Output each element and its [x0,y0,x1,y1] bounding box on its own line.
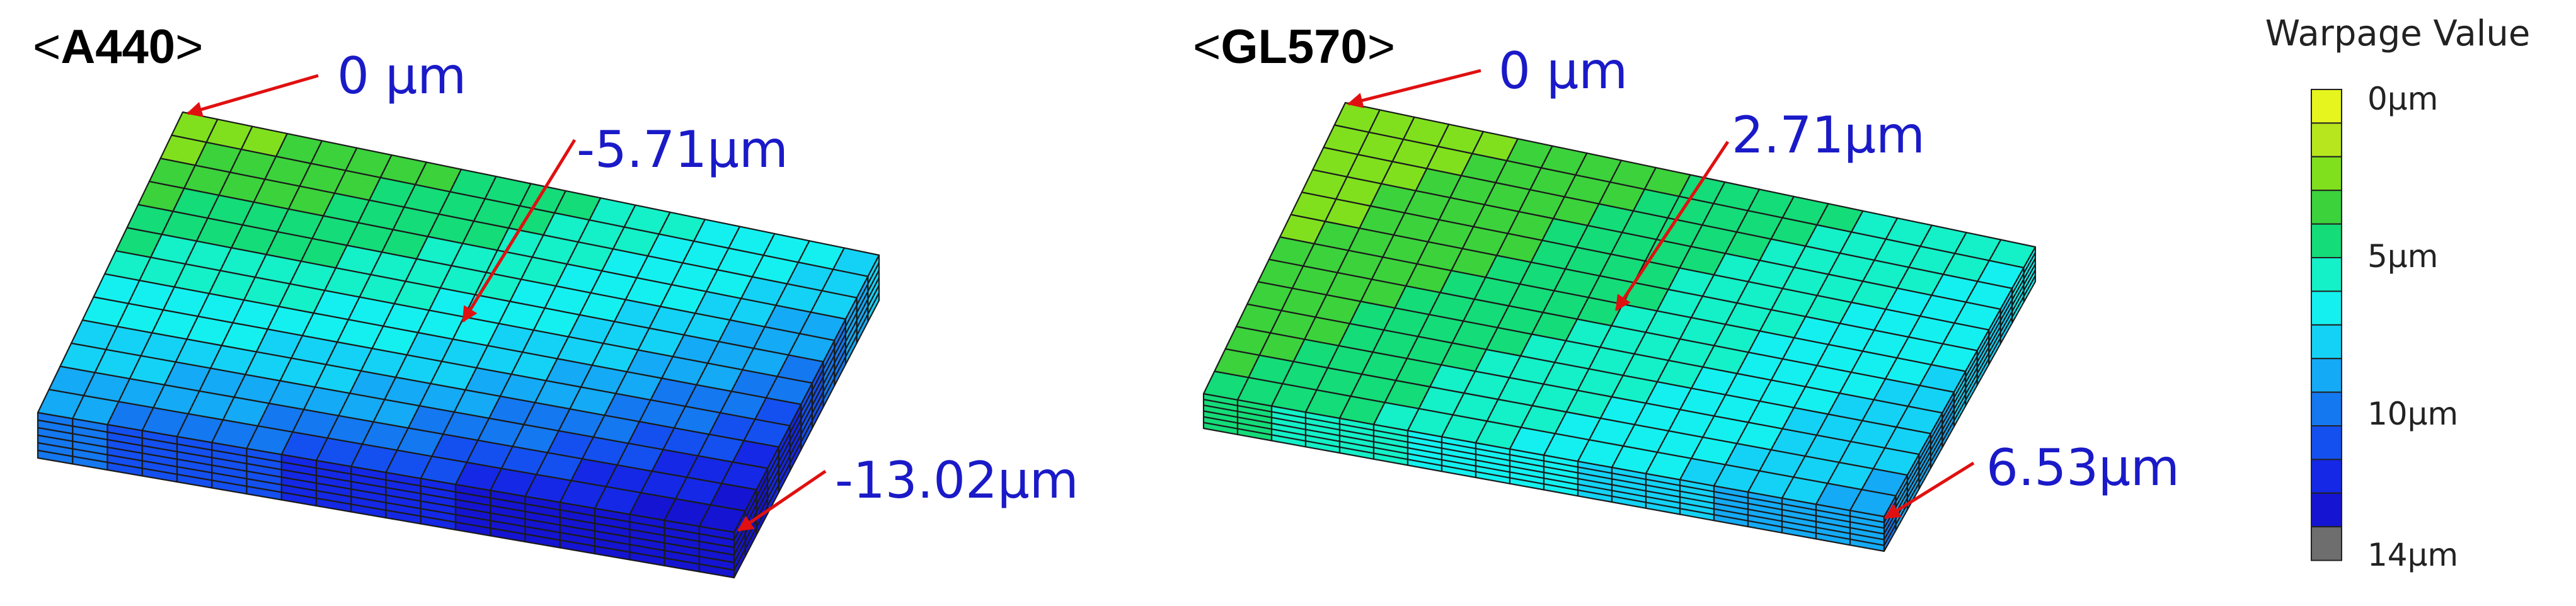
annotation-gl570-corner: 6.53μm [1883,438,2180,520]
plate-title-a440: <A440> [33,20,203,74]
legend-label-0um: 0μm [2367,81,2438,117]
warpage-mesh-gl570 [1202,101,2037,552]
legend-swatch [2311,391,2342,426]
arrow-a440-zero [186,74,319,117]
mesh-side-cell [733,548,746,579]
legend-swatch [2311,89,2342,124]
legend-swatch [2311,492,2342,528]
color-legend: Warpage Value 0μm 5μm 10μm 14μm [2265,13,2531,573]
legend-swatch [2311,223,2342,259]
warpage-mesh-a440 [37,111,880,579]
label-gl570-center: 2.71μm [1732,106,1925,164]
mesh-side-cell [1883,523,1897,552]
legend-title: Warpage Value [2265,13,2531,54]
legend-swatch [2311,190,2342,225]
label-a440-corner: -13.02μm [835,451,1079,510]
legend-swatch [2311,156,2342,192]
legend-color-bar [2311,89,2342,561]
legend-swatch [2311,257,2342,292]
legend-swatch [2311,459,2342,494]
plate-a440: <A440> 0 μm -5.71μm -13.02μm [33,20,1079,579]
label-a440-center: -5.71μm [577,120,788,179]
legend-label-5um: 5μm [2367,238,2438,275]
legend-swatch [2311,526,2342,561]
legend-label-14um: 14μm [2367,537,2458,573]
annotation-a440-corner: -13.02μm [737,451,1079,532]
legend-swatch [2311,290,2342,326]
legend-swatch [2311,122,2342,157]
annotation-gl570-center: 2.71μm [1614,106,1925,312]
plate-gl570: <GL570> 0 μm 2.71μm 6.53μm [1193,20,2180,552]
legend-swatch [2311,324,2342,360]
mesh-top-cell [698,504,746,534]
annotation-a440-zero: 0 μm [186,47,466,117]
arrow-gl570-corner [1883,461,1975,520]
arrow-a440-center [461,139,577,323]
label-gl570-corner: 6.53μm [1986,438,2180,497]
label-a440-zero: 0 μm [337,47,466,105]
annotation-a440-center: -5.71μm [461,120,788,323]
arrow-a440-corner [737,469,827,532]
arrow-gl570-center [1614,140,1730,312]
legend-swatch [2311,358,2342,393]
arrow-gl570-zero [1347,69,1481,108]
plate-title-gl570: <GL570> [1193,20,1395,74]
label-gl570-zero: 0 μm [1498,42,1628,100]
legend-swatch [2311,425,2342,460]
annotation-gl570-zero: 0 μm [1347,42,1628,108]
legend-label-10um: 10μm [2367,396,2458,432]
